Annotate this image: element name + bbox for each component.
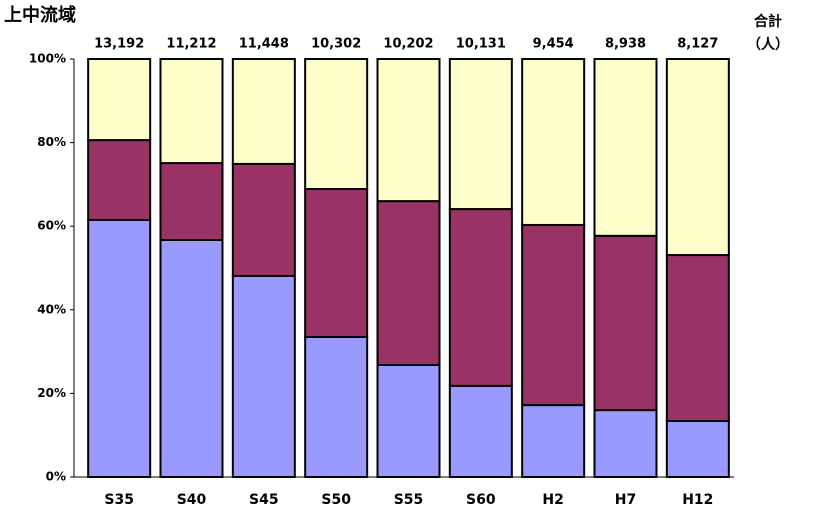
bar-segment bbox=[448, 208, 513, 387]
bar-segment bbox=[376, 363, 441, 479]
totals-title: （人） bbox=[747, 36, 789, 53]
total-label: 8,127 bbox=[677, 37, 718, 52]
bar-segment bbox=[231, 58, 296, 165]
bar-segment bbox=[231, 274, 296, 478]
bar-segment bbox=[665, 419, 730, 479]
bar-segment bbox=[593, 234, 658, 412]
bar-segment bbox=[665, 254, 730, 422]
bar-segment bbox=[521, 58, 586, 226]
y-tick-label: 100% bbox=[29, 52, 66, 66]
total-label: 8,938 bbox=[605, 37, 646, 52]
total-label: 10,302 bbox=[311, 37, 361, 52]
chart-title: 上中流域 bbox=[4, 4, 76, 26]
x-tick-label: H7 bbox=[615, 492, 636, 508]
x-tick-label: S40 bbox=[177, 492, 207, 508]
bar-segment bbox=[376, 200, 441, 366]
bar-segment bbox=[159, 58, 224, 165]
bar-segment bbox=[87, 218, 152, 478]
x-tick-label: S55 bbox=[394, 492, 424, 508]
x-tick-label: S60 bbox=[466, 492, 496, 508]
bar-segment bbox=[593, 58, 658, 237]
x-tick-label: S50 bbox=[321, 492, 351, 508]
bar-segment bbox=[448, 58, 513, 211]
y-tick-label: 20% bbox=[37, 386, 66, 400]
bar-segment bbox=[521, 223, 586, 407]
totals-title: 合計 bbox=[754, 13, 782, 30]
bar-segment bbox=[159, 238, 224, 478]
bar-segment bbox=[665, 58, 730, 257]
bar-segment bbox=[448, 384, 513, 479]
bar-segment bbox=[304, 58, 369, 190]
y-tick-label: 0% bbox=[46, 470, 66, 484]
y-tick-label: 60% bbox=[37, 219, 66, 233]
x-tick-label: H12 bbox=[682, 492, 713, 508]
y-tick-label: 80% bbox=[37, 135, 66, 149]
total-label: 11,448 bbox=[239, 37, 289, 52]
y-tick-label: 40% bbox=[37, 302, 66, 316]
total-label: 10,131 bbox=[456, 37, 506, 52]
bar-segment bbox=[521, 404, 586, 479]
x-tick-label: S45 bbox=[249, 492, 279, 508]
bar-segment bbox=[376, 58, 441, 203]
bar-segment bbox=[304, 335, 369, 478]
bar-segment bbox=[231, 162, 296, 277]
bar-segment bbox=[87, 58, 152, 142]
total-label: 13,192 bbox=[94, 37, 144, 52]
bar-segment bbox=[87, 139, 152, 221]
bar-segment bbox=[159, 162, 224, 241]
x-tick-label: H2 bbox=[542, 492, 563, 508]
total-label: 11,212 bbox=[166, 37, 216, 52]
bar-segment bbox=[593, 409, 658, 478]
x-tick-label: S35 bbox=[104, 492, 134, 508]
total-label: 10,202 bbox=[383, 37, 433, 52]
total-label: 9,454 bbox=[533, 37, 574, 52]
bar-segment bbox=[304, 187, 369, 338]
